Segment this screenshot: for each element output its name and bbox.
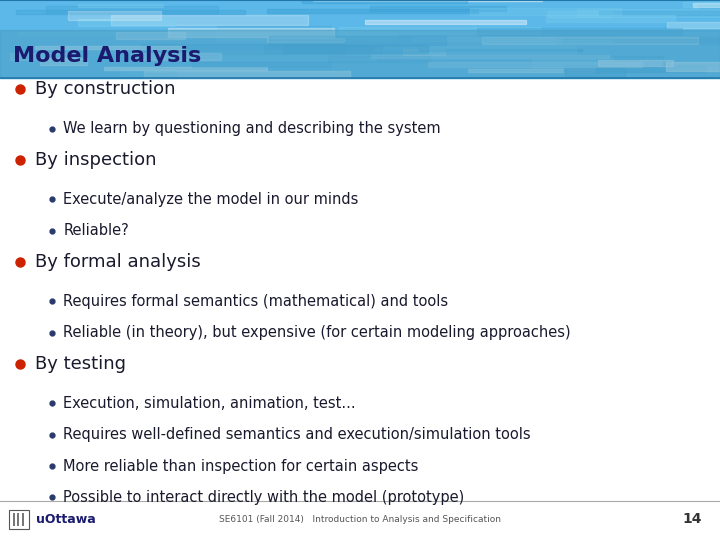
Text: uOttawa: uOttawa xyxy=(36,513,96,526)
Bar xyxy=(477,28,682,35)
Bar xyxy=(111,15,308,25)
Bar xyxy=(699,5,720,8)
Bar xyxy=(663,62,720,65)
Bar xyxy=(302,0,467,3)
Text: Model Analysis: Model Analysis xyxy=(13,46,201,66)
Bar xyxy=(667,22,720,28)
Text: Requires formal semantics (mathematical) and tools: Requires formal semantics (mathematical)… xyxy=(63,294,449,309)
Bar xyxy=(339,27,541,34)
Bar xyxy=(364,21,526,24)
Bar xyxy=(418,49,582,51)
Bar xyxy=(267,9,477,14)
Bar xyxy=(313,0,542,1)
Text: Requires well-defined semantics and execution/simulation tools: Requires well-defined semantics and exec… xyxy=(63,427,531,442)
Bar xyxy=(284,45,428,53)
Text: By formal analysis: By formal analysis xyxy=(35,253,200,271)
Text: Execute/analyze the model in our minds: Execute/analyze the model in our minds xyxy=(63,192,359,207)
Bar xyxy=(557,37,720,44)
Text: Reliable?: Reliable? xyxy=(63,223,129,238)
Bar xyxy=(0,30,720,78)
Bar xyxy=(168,28,334,37)
Text: More reliable than inspection for certain aspects: More reliable than inspection for certai… xyxy=(63,458,419,474)
Bar xyxy=(141,44,346,54)
Text: We learn by questioning and describing the system: We learn by questioning and describing t… xyxy=(63,121,441,136)
Bar xyxy=(0,0,720,78)
Text: Execution, simulation, animation, test...: Execution, simulation, animation, test..… xyxy=(63,396,356,411)
Bar xyxy=(328,56,431,63)
Bar xyxy=(16,10,245,14)
Bar xyxy=(371,55,609,58)
Bar xyxy=(104,67,267,70)
Bar xyxy=(22,513,24,526)
Text: 14: 14 xyxy=(683,512,702,526)
Bar xyxy=(599,11,719,15)
Bar xyxy=(516,40,611,43)
Bar xyxy=(10,53,74,60)
Bar xyxy=(144,71,350,78)
Bar xyxy=(370,6,506,11)
Bar xyxy=(13,513,15,526)
Bar xyxy=(269,36,446,45)
Bar xyxy=(17,513,19,526)
Bar xyxy=(598,59,673,66)
Bar xyxy=(217,31,396,40)
Bar xyxy=(264,45,382,53)
Bar xyxy=(116,32,185,39)
Bar xyxy=(35,46,184,49)
Bar xyxy=(68,11,161,20)
Bar xyxy=(546,15,675,22)
Bar xyxy=(192,62,331,68)
Bar xyxy=(683,2,720,6)
Bar xyxy=(402,49,445,55)
Bar xyxy=(565,69,625,77)
Bar xyxy=(78,4,163,6)
Bar xyxy=(532,59,595,68)
Bar xyxy=(470,9,621,15)
Text: By inspection: By inspection xyxy=(35,151,156,169)
Bar xyxy=(482,37,698,44)
Bar xyxy=(266,38,343,42)
Bar xyxy=(614,56,663,60)
Bar xyxy=(693,3,720,7)
Bar xyxy=(179,51,376,60)
Bar xyxy=(78,18,175,26)
Text: Reliable (in theory), but expensive (for certain modeling approaches): Reliable (in theory), but expensive (for… xyxy=(63,325,571,340)
Bar xyxy=(577,9,720,17)
Bar xyxy=(9,510,29,529)
Bar xyxy=(120,69,176,77)
Bar xyxy=(217,26,331,29)
Bar xyxy=(666,62,720,71)
Text: SE6101 (Fall 2014)   Introduction to Analysis and Specification: SE6101 (Fall 2014) Introduction to Analy… xyxy=(219,515,501,524)
Bar xyxy=(562,39,720,42)
Bar xyxy=(18,32,191,35)
Bar xyxy=(40,58,87,65)
Text: By construction: By construction xyxy=(35,80,175,98)
Text: Possible to interact directly with the model (prototype): Possible to interact directly with the m… xyxy=(63,490,464,505)
Bar xyxy=(46,5,218,14)
Bar xyxy=(374,46,576,53)
Bar xyxy=(130,53,220,60)
Bar xyxy=(428,62,642,67)
Bar xyxy=(468,69,594,72)
Bar xyxy=(548,11,612,17)
Bar xyxy=(564,66,705,72)
Text: By testing: By testing xyxy=(35,355,125,373)
Bar xyxy=(412,37,505,41)
